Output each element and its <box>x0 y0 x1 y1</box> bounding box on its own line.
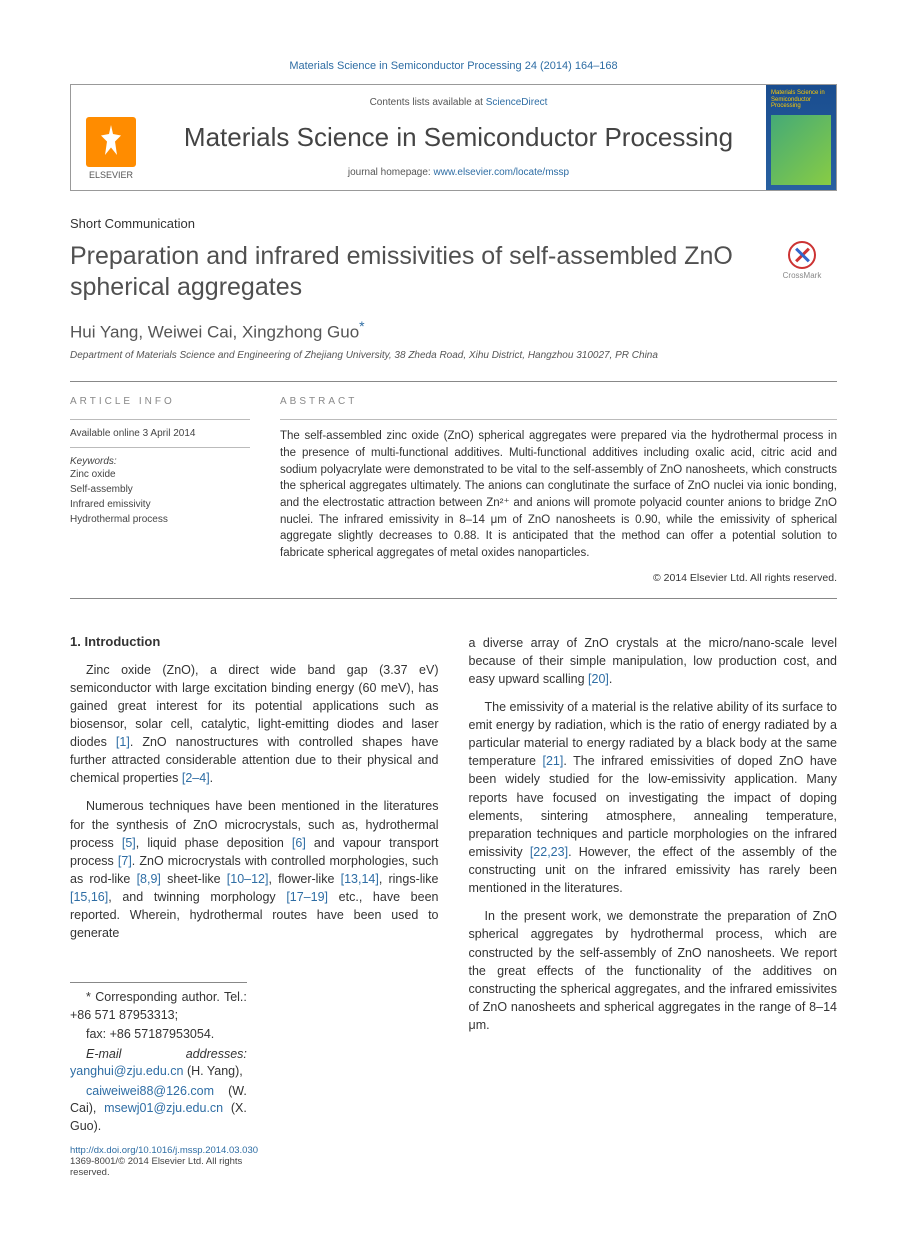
corresponding-author: * Corresponding author. Tel.: +86 571 87… <box>70 989 247 1024</box>
info-abstract-row: ARTICLE INFO Available online 3 April 20… <box>70 381 837 598</box>
body-paragraph: Numerous techniques have been mentioned … <box>70 797 439 942</box>
abstract-copyright: © 2014 Elsevier Ltd. All rights reserved… <box>280 572 837 584</box>
publisher-block: ELSEVIER <box>71 85 151 190</box>
body-paragraph: a diverse array of ZnO crystals at the m… <box>469 634 838 688</box>
body-column-left: 1. Introduction Zinc oxide (ZnO), a dire… <box>70 634 439 1179</box>
crossmark-label: CrossMark <box>783 271 822 280</box>
cover-image-icon <box>771 115 831 185</box>
body-column-right: a diverse array of ZnO crystals at the m… <box>469 634 838 1179</box>
corresponding-mark: * <box>359 318 364 334</box>
elsevier-logo-icon <box>86 117 136 167</box>
author-list: Hui Yang, Weiwei Cai, Xingzhong Guo <box>70 322 359 341</box>
doi-link[interactable]: http://dx.doi.org/10.1016/j.mssp.2014.03… <box>70 1145 258 1156</box>
article-title: Preparation and infrared emissivities of… <box>70 241 747 304</box>
homepage-prefix: journal homepage: <box>348 167 434 178</box>
email-link[interactable]: caiweiwei88@126.com <box>86 1084 214 1098</box>
body-paragraph: Zinc oxide (ZnO), a direct wide band gap… <box>70 661 439 788</box>
crossmark-badge[interactable]: CrossMark <box>767 241 837 280</box>
homepage-link[interactable]: www.elsevier.com/locate/mssp <box>434 167 570 178</box>
email-link[interactable]: msewj01@zju.edu.cn <box>104 1101 223 1115</box>
keyword: Hydrothermal process <box>70 512 250 527</box>
footnotes: * Corresponding author. Tel.: +86 571 87… <box>70 982 247 1178</box>
keyword: Self-assembly <box>70 482 250 497</box>
abstract-text: The self-assembled zinc oxide (ZnO) sphe… <box>280 428 837 561</box>
emails-label: E-mail addresses: <box>86 1047 247 1061</box>
homepage-line: journal homepage: www.elsevier.com/locat… <box>161 167 756 178</box>
affiliation: Department of Materials Science and Engi… <box>70 350 837 361</box>
keywords-label: Keywords: <box>70 456 250 467</box>
email-name: (H. Yang), <box>183 1064 242 1078</box>
keyword: Infrared emissivity <box>70 497 250 512</box>
body-paragraph: The emissivity of a material is the rela… <box>469 698 838 897</box>
doi-block: http://dx.doi.org/10.1016/j.mssp.2014.03… <box>70 1145 247 1178</box>
journal-name: Materials Science in Semiconductor Proce… <box>161 122 756 153</box>
available-online-date: Available online 3 April 2014 <box>70 428 250 439</box>
header-citation: Materials Science in Semiconductor Proce… <box>70 60 837 72</box>
email-link[interactable]: yanghui@zju.edu.cn <box>70 1064 183 1078</box>
abstract-label: ABSTRACT <box>280 396 837 407</box>
cover-title: Materials Science in Semiconductor Proce… <box>771 90 831 110</box>
journal-cover: Materials Science in Semiconductor Proce… <box>766 85 836 190</box>
issn-copyright: 1369-8001/© 2014 Elsevier Ltd. All right… <box>70 1156 242 1178</box>
sciencedirect-link[interactable]: ScienceDirect <box>486 97 548 108</box>
journal-banner: ELSEVIER Contents lists available at Sci… <box>70 84 837 191</box>
keyword: Zinc oxide <box>70 467 250 482</box>
publisher-label: ELSEVIER <box>89 170 133 180</box>
fax: fax: +86 57187953054. <box>70 1026 247 1044</box>
contents-available: Contents lists available at ScienceDirec… <box>161 97 756 108</box>
banner-center: Contents lists available at ScienceDirec… <box>151 85 766 190</box>
crossmark-icon <box>788 241 816 269</box>
email-line: caiweiwei88@126.com (W. Cai), msewj01@zj… <box>70 1083 247 1136</box>
article-type: Short Communication <box>70 216 837 231</box>
section-heading: 1. Introduction <box>70 634 439 649</box>
abstract-column: ABSTRACT The self-assembled zinc oxide (… <box>280 382 837 597</box>
body-columns: 1. Introduction Zinc oxide (ZnO), a dire… <box>70 634 837 1179</box>
article-info-label: ARTICLE INFO <box>70 396 250 407</box>
email-line: E-mail addresses: yanghui@zju.edu.cn (H.… <box>70 1046 247 1081</box>
body-paragraph: In the present work, we demonstrate the … <box>469 907 838 1034</box>
article-info-column: ARTICLE INFO Available online 3 April 20… <box>70 382 250 597</box>
authors: Hui Yang, Weiwei Cai, Xingzhong Guo* <box>70 318 837 343</box>
contents-prefix: Contents lists available at <box>370 97 486 108</box>
